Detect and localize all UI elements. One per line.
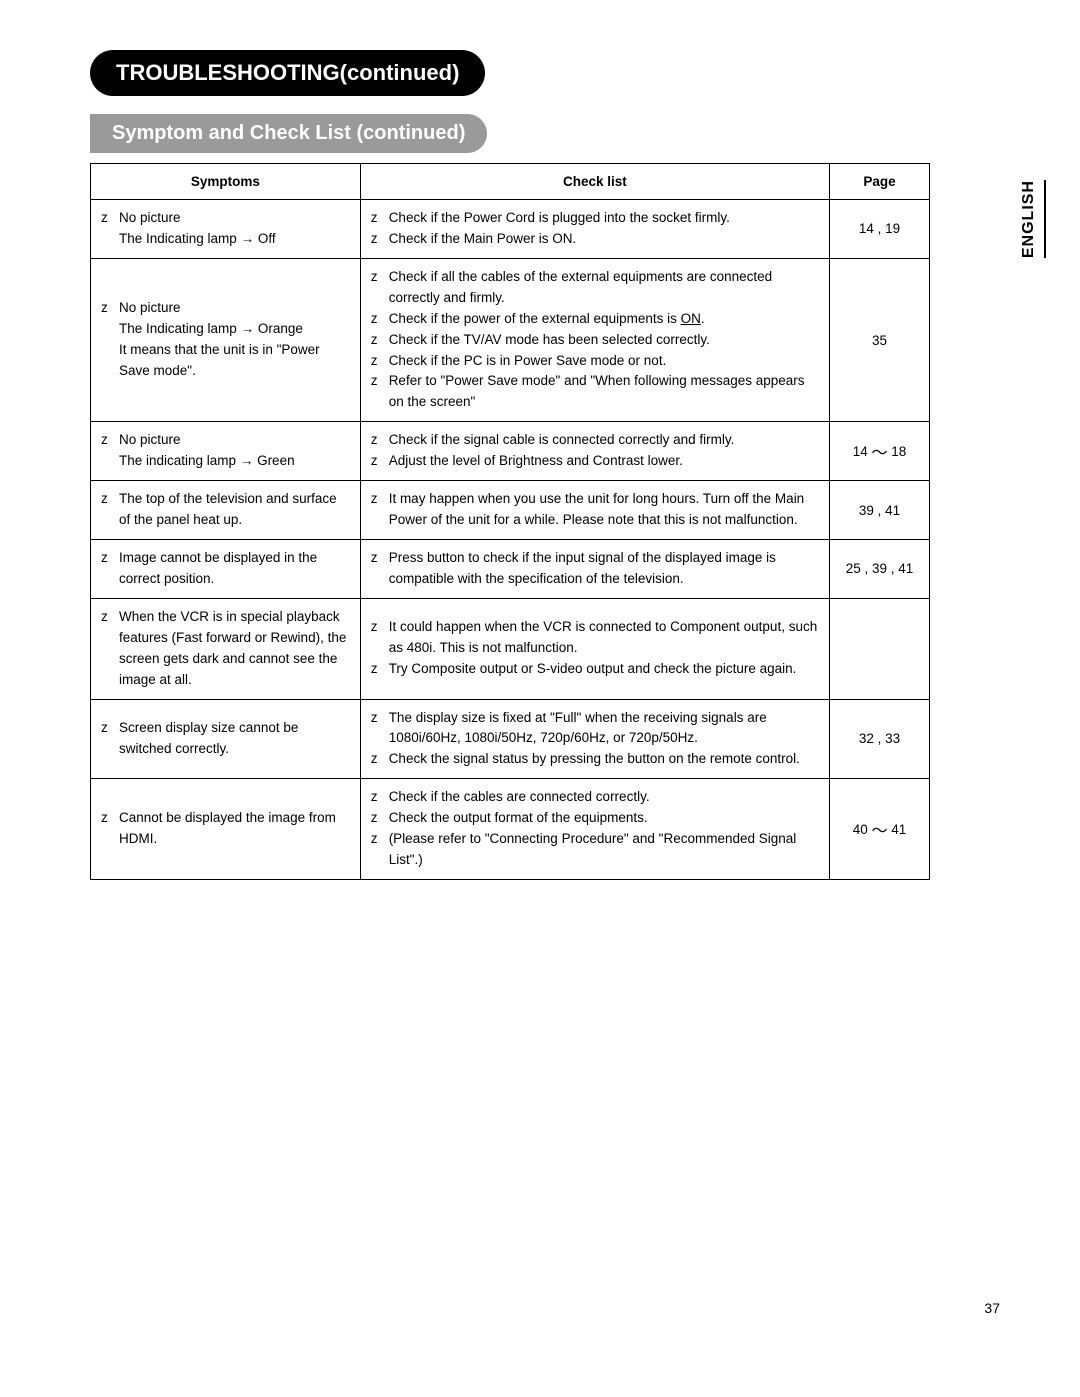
checklist-item: Adjust the level of Brightness and Contr…: [371, 451, 819, 472]
page-cell: 39 , 41: [830, 481, 930, 540]
language-side-label: ENGLISH: [1020, 180, 1046, 258]
checklist-item: Check the signal status by pressing the …: [371, 749, 819, 770]
symptom-subline: The Indicating lamp → Orange: [101, 319, 350, 340]
symptom-subline: The Indicating lamp → Off: [101, 229, 350, 250]
symptom-cell: When the VCR is in special playback feat…: [91, 598, 361, 699]
symptom-cell: No pictureThe Indicating lamp → OrangeIt…: [91, 258, 361, 421]
symptom-item: No picture: [101, 430, 350, 451]
symptom-check-table: Symptoms Check list Page No pictureThe I…: [90, 163, 930, 880]
checklist-item: Check if the power of the external equip…: [371, 309, 819, 330]
checklist-item: Check if the Main Power is ON.: [371, 229, 819, 250]
symptom-cell: No pictureThe indicating lamp → Green: [91, 422, 361, 481]
symptom-cell: Cannot be displayed the image from HDMI.: [91, 779, 361, 880]
checklist-cell: The display size is fixed at "Full" when…: [360, 699, 829, 779]
checklist-item: Check if the TV/AV mode has been selecte…: [371, 330, 819, 351]
checklist-cell: Check if the signal cable is connected c…: [360, 422, 829, 481]
checklist-item: It may happen when you use the unit for …: [371, 489, 819, 531]
symptom-item: No picture: [101, 298, 350, 319]
checklist-cell: Check if the cables are connected correc…: [360, 779, 829, 880]
table-row: Screen display size cannot be switched c…: [91, 699, 930, 779]
table-header-row: Symptoms Check list Page: [91, 164, 930, 200]
table-row: No pictureThe Indicating lamp → Off Check…: [91, 200, 930, 259]
table-body: No pictureThe Indicating lamp → OffCheck…: [91, 200, 930, 880]
header-symptoms: Symptoms: [91, 164, 361, 200]
checklist-cell: Press button to check if the input signa…: [360, 539, 829, 598]
page-cell: 14 ～ 18: [830, 422, 930, 481]
section-title: TROUBLESHOOTING(continued): [90, 50, 485, 96]
table-row: No pictureThe Indicating lamp → OrangeIt…: [91, 258, 930, 421]
checklist-item: Check if all the cables of the external …: [371, 267, 819, 309]
page-cell: [830, 598, 930, 699]
checklist-item: Check if the PC is in Power Save mode or…: [371, 351, 819, 372]
checklist-cell: Check if the Power Cord is plugged into …: [360, 200, 829, 259]
symptom-cell: Screen display size cannot be switched c…: [91, 699, 361, 779]
checklist-item: Try Composite output or S-video output a…: [371, 659, 819, 680]
header-checklist: Check list: [360, 164, 829, 200]
symptom-cell: The top of the television and surface of…: [91, 481, 361, 540]
sub-title: Symptom and Check List (continued): [90, 114, 487, 153]
page-cell: 14 , 19: [830, 200, 930, 259]
table-row: The top of the television and surface of…: [91, 481, 930, 540]
checklist-item: (Please refer to "Connecting Procedure" …: [371, 829, 819, 871]
symptom-subline: It means that the unit is in "Power Save…: [101, 340, 350, 382]
checklist-cell: Check if all the cables of the external …: [360, 258, 829, 421]
checklist-item: Refer to "Power Save mode" and "When fol…: [371, 371, 819, 413]
table-row: Cannot be displayed the image from HDMI.…: [91, 779, 930, 880]
header-page: Page: [830, 164, 930, 200]
symptom-subline: The indicating lamp → Green: [101, 451, 350, 472]
checklist-item: It could happen when the VCR is connecte…: [371, 617, 819, 659]
checklist-item: Check the output format of the equipment…: [371, 808, 819, 829]
symptom-item: No picture: [101, 208, 350, 229]
page-number: 37: [984, 1300, 1000, 1316]
symptom-item: When the VCR is in special playback feat…: [101, 607, 350, 691]
page-cell: 32 , 33: [830, 699, 930, 779]
symptom-item: Cannot be displayed the image from HDMI.: [101, 808, 350, 850]
page-cell: 25 , 39 , 41: [830, 539, 930, 598]
page-cell: 40 ～ 41: [830, 779, 930, 880]
table-row: When the VCR is in special playback feat…: [91, 598, 930, 699]
symptom-cell: No pictureThe Indicating lamp → Off: [91, 200, 361, 259]
checklist-item: The display size is fixed at "Full" when…: [371, 708, 819, 750]
symptom-item: The top of the television and surface of…: [101, 489, 350, 531]
checklist-item: Check if the signal cable is connected c…: [371, 430, 819, 451]
checklist-item: Check if the Power Cord is plugged into …: [371, 208, 819, 229]
checklist-cell: It may happen when you use the unit for …: [360, 481, 829, 540]
table-row: Image cannot be displayed in the correct…: [91, 539, 930, 598]
symptom-item: Screen display size cannot be switched c…: [101, 718, 350, 760]
page-container: TROUBLESHOOTING(continued) Symptom and C…: [0, 0, 1080, 920]
checklist-cell: It could happen when the VCR is connecte…: [360, 598, 829, 699]
page-cell: 35: [830, 258, 930, 421]
checklist-item: Check if the cables are connected correc…: [371, 787, 819, 808]
checklist-item: Press button to check if the input signa…: [371, 548, 819, 590]
table-row: No pictureThe indicating lamp → Green Che…: [91, 422, 930, 481]
symptom-cell: Image cannot be displayed in the correct…: [91, 539, 361, 598]
symptom-item: Image cannot be displayed in the correct…: [101, 548, 350, 590]
